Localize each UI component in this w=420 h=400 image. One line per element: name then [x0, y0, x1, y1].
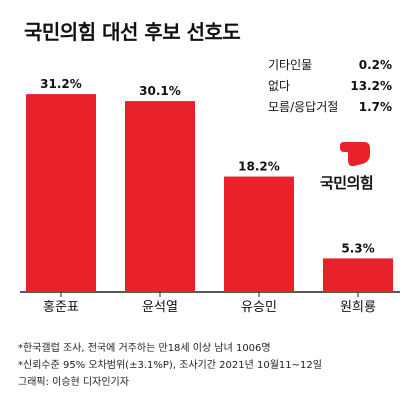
bar — [224, 176, 294, 292]
other-label: 없다 — [268, 79, 291, 93]
footnote-survey: *한국갤럽 조사, 전국에 거주하는 만18세 이상 남녀 1006명 — [18, 343, 271, 354]
bar-value-label: 5.3% — [341, 241, 374, 255]
other-value: 0.2% — [358, 58, 392, 72]
footnote-credit: 그래픽: 이승현 디자인기자 — [18, 377, 129, 388]
other-label: 모름/응답거절 — [268, 100, 339, 114]
footnote-confidence: *신뢰수준 95% 오차범위(±3.1%P), 조사기간 2021년 10월11… — [18, 360, 322, 371]
x-tick-label: 원희룡 — [340, 300, 376, 315]
x-tick-label: 윤석열 — [142, 300, 178, 315]
bar-value-label: 18.2% — [238, 160, 280, 174]
other-responses-table: 기타인물 0.2% 없다 13.2% 모름/응답거절 1.7% — [268, 55, 392, 118]
other-row: 없다 13.2% — [268, 76, 392, 97]
bar — [323, 258, 393, 292]
footnotes: *한국갤럽 조사, 전국에 거주하는 만18세 이상 남녀 1006명 *신뢰수… — [18, 340, 322, 391]
party-logo-icon — [340, 142, 370, 167]
other-value: 1.7% — [358, 100, 392, 114]
other-row: 기타인물 0.2% — [268, 55, 392, 76]
party-logo-text: 국민의힘 — [320, 174, 374, 192]
bar — [125, 101, 195, 292]
bar — [26, 94, 96, 292]
other-row: 모름/응답거절 1.7% — [268, 97, 392, 118]
chart-title: 국민의힘 대선 후보 선호도 — [24, 20, 241, 44]
x-tick-label: 유승민 — [241, 300, 277, 315]
bar-value-label: 31.2% — [40, 77, 82, 91]
bar-value-label: 30.1% — [139, 84, 181, 98]
other-label: 기타인물 — [268, 58, 313, 72]
other-value: 13.2% — [350, 79, 392, 93]
x-tick-label: 홍준표 — [43, 300, 79, 315]
